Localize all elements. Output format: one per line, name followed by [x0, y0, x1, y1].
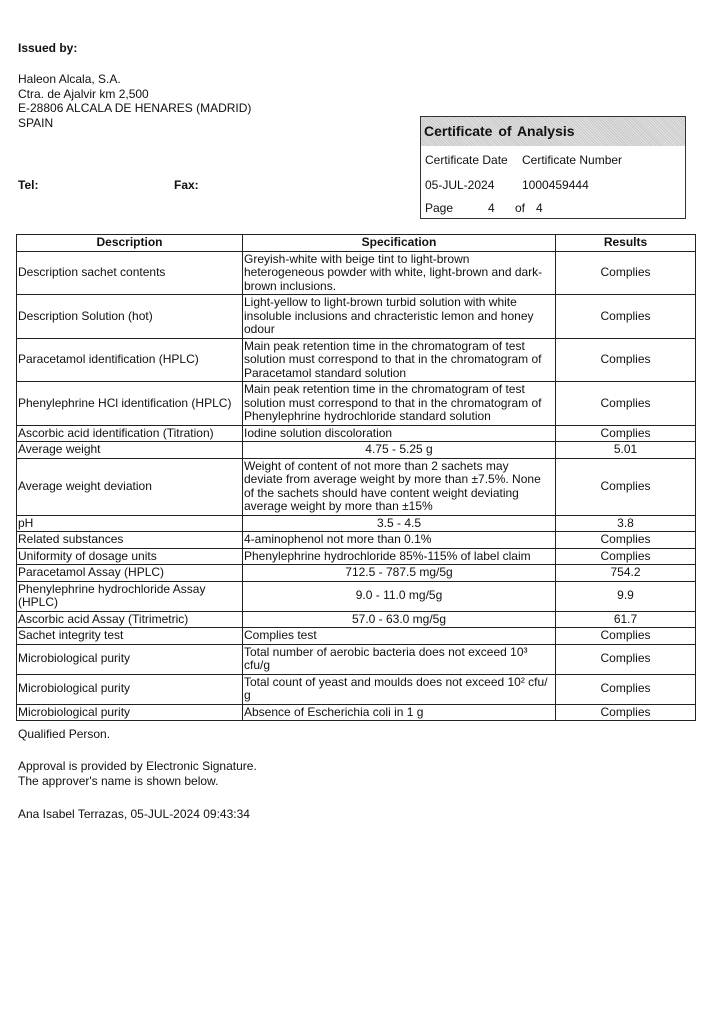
analysis-table: Description Specification Results Descri… [16, 234, 696, 721]
cell-specification: Main peak retention time in the chromato… [242, 381, 556, 426]
cell-description: Microbiological purity [16, 643, 243, 675]
cell-result: 61.7 [555, 610, 696, 628]
cell-specification: Iodine solution discoloration [242, 424, 556, 442]
table-row: Phenylephrine hydrochloride Assay (HPLC)… [16, 580, 696, 612]
certificate-date-label: Certificate Date [425, 153, 508, 167]
cell-result: Complies [555, 381, 696, 426]
cell-result: Complies [555, 337, 696, 382]
cell-result: Complies [555, 673, 696, 705]
cell-result: 5.01 [555, 441, 696, 459]
cell-result: 9.9 [555, 580, 696, 612]
cell-specification: 4-aminophenol not more than 0.1% [242, 531, 556, 549]
cell-result: Complies [555, 424, 696, 442]
cell-result: Complies [555, 457, 696, 516]
cell-description: Related substances [16, 531, 243, 549]
address-line: Haleon Alcala, S.A. [18, 72, 121, 86]
table-row: Sachet integrity test Complies test Compli… [16, 627, 696, 645]
cell-result: 754.2 [555, 564, 696, 582]
certificate-date: 05-JUL-2024 [425, 178, 495, 192]
cell-specification: 57.0 - 63.0 mg/5g [242, 610, 556, 628]
cell-result: Complies [555, 627, 696, 645]
cell-description: Paracetamol identification (HPLC) [16, 337, 243, 382]
table-row: Ascorbic acid identification (Titration)… [16, 424, 696, 442]
cell-specification: Total number of aerobic bacteria does no… [242, 643, 556, 675]
table-row: Description sachet contents Greyish-white… [16, 250, 696, 295]
cell-description: Ascorbic acid Assay (Titrimetric) [16, 610, 243, 628]
cell-specification: Main peak retention time in the chromato… [242, 337, 556, 382]
table-row: Related substances 4-aminophenol not more… [16, 531, 696, 549]
cell-result: Complies [555, 250, 696, 295]
cell-result: Complies [555, 643, 696, 675]
cell-description: Paracetamol Assay (HPLC) [16, 564, 243, 582]
cell-specification: Greyish-white with beige tint to light-b… [242, 250, 556, 295]
certificate-number-label: Certificate Number [522, 153, 623, 167]
table-row: Microbiological purity Absence of Escheri… [16, 703, 696, 721]
cell-specification: Phenylephrine hydrochloride 85%-115% of … [242, 547, 556, 565]
cell-description: Phenylephrine HCl identification (HPLC) [16, 381, 243, 426]
approver-signature: Ana Isabel Terrazas, 05-JUL-2024 09:43:3… [18, 807, 250, 821]
cell-description: Description Solution (hot) [16, 294, 243, 339]
header-results: Results [555, 234, 696, 252]
table-row: Phenylephrine HCl identification (HPLC) M… [16, 381, 696, 426]
table-row: Microbiological purity Total count of yea… [16, 673, 696, 705]
cell-description: Ascorbic acid identification (Titration) [16, 424, 243, 442]
address-line: Ctra. de Ajalvir km 2,500 [18, 86, 149, 101]
tel-label: Tel: [18, 178, 39, 192]
certificate-box: Certificate of Analysis Certificate Date… [420, 116, 686, 219]
header-specification: Specification [242, 234, 556, 252]
table-row: Microbiological purity Total number of ae… [16, 643, 696, 675]
cell-specification: Weight of content of not more than 2 sac… [242, 457, 556, 516]
cell-specification: 4.75 - 5.25 g [242, 441, 556, 459]
cell-description: Sachet integrity test [16, 627, 243, 645]
cell-result: Complies [555, 294, 696, 339]
total-pages: 4 [536, 201, 543, 215]
cell-description: pH [16, 514, 243, 532]
address-line: E-28806 ALCALA DE HENARES (MADRID) [18, 101, 252, 115]
table-row: Uniformity of dosage units Phenylephrine … [16, 547, 696, 565]
approval-line: Approval is provided by Electronic Signa… [18, 759, 257, 773]
address-line: SPAIN [18, 115, 54, 130]
page-number: 4 [488, 201, 495, 215]
table-row: Description Solution (hot) Light-yellow t… [16, 294, 696, 339]
table-row: Ascorbic acid Assay (Titrimetric) 57.0 - … [16, 610, 696, 628]
cell-description: Phenylephrine hydrochloride Assay (HPLC) [16, 580, 243, 612]
cell-result: Complies [555, 531, 696, 549]
page-label: Page [425, 201, 454, 215]
cell-result: Complies [555, 547, 696, 565]
issued-by-label: Issued by: [18, 41, 78, 55]
cell-description: Description sachet contents [16, 250, 243, 295]
cell-description: Uniformity of dosage units [16, 547, 243, 565]
approval-line: The approver's name is shown below. [18, 773, 219, 788]
of-label: of [515, 201, 526, 215]
fax-label: Fax: [174, 178, 199, 192]
cell-specification: Total count of yeast and moulds does not… [242, 673, 556, 705]
certificate-number: 1000459444 [522, 178, 589, 192]
cell-specification: 3.5 - 4.5 [242, 514, 556, 532]
table-row: pH 3.5 - 4.5 3.8 [16, 514, 696, 532]
table-row: Average weight deviation Weight of conten… [16, 457, 696, 516]
cell-result: 3.8 [555, 514, 696, 532]
table-row: Average weight 4.75 - 5.25 g 5.01 [16, 441, 696, 459]
table-row: Paracetamol identification (HPLC) Main pe… [16, 337, 696, 382]
cell-description: Average weight deviation [16, 457, 243, 516]
cell-description: Average weight [16, 441, 243, 459]
cell-specification: Light-yellow to light-brown turbid solut… [242, 294, 556, 339]
table-header-row: Description Specification Results [16, 234, 696, 252]
cell-specification: Complies test [242, 627, 556, 645]
cell-description: Microbiological purity [16, 673, 243, 705]
qualified-person-label: Qualified Person. [18, 727, 111, 741]
cell-result: Complies [555, 703, 696, 721]
table-row: Paracetamol Assay (HPLC) 712.5 - 787.5 mg… [16, 564, 696, 582]
cell-specification: 9.0 - 11.0 mg/5g [242, 580, 556, 612]
approval-note: Approval is provided by Electronic Signa… [18, 759, 257, 788]
cell-specification: 712.5 - 787.5 mg/5g [242, 564, 556, 582]
cell-description: Microbiological purity [16, 703, 243, 721]
cell-specification: Absence of Escherichia coli in 1 g [242, 703, 556, 721]
header-description: Description [16, 234, 243, 252]
certificate-title: Certificate of Analysis [421, 117, 685, 146]
issuer-address: Haleon Alcala, S.A. Ctra. de Ajalvir km … [18, 72, 251, 130]
